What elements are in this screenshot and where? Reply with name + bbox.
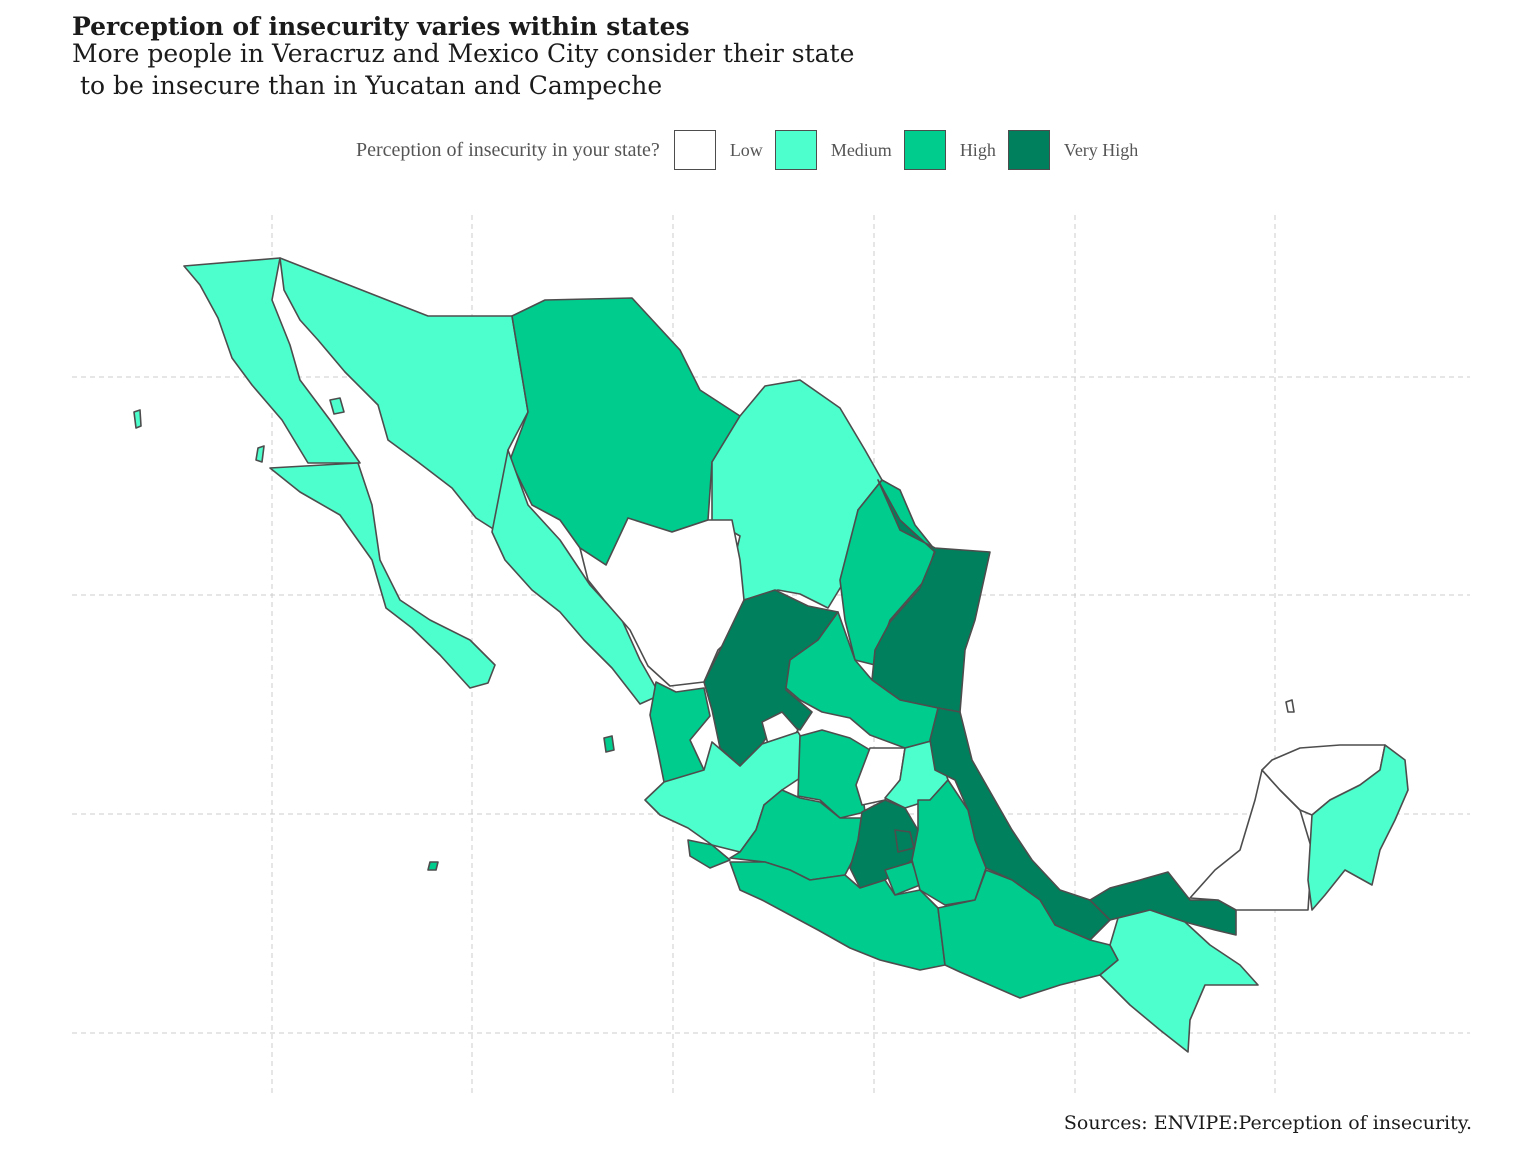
state-chiapas bbox=[1099, 909, 1259, 1053]
state-colima bbox=[687, 839, 731, 869]
legend-label-low: Low bbox=[729, 139, 763, 160]
legend-label-very-high: Very High bbox=[1063, 139, 1139, 160]
island-revillagigedo bbox=[427, 861, 439, 871]
legend-item-medium: Medium bbox=[774, 130, 892, 170]
legend-swatch-very-high bbox=[1007, 130, 1050, 170]
island-arrecife bbox=[1285, 699, 1295, 713]
legend-item-low: Low bbox=[673, 130, 763, 170]
legend-label-high: High bbox=[959, 139, 996, 160]
caption: Sources: ENVIPE:Perception of insecurity… bbox=[1063, 1112, 1472, 1134]
legend-swatch-low bbox=[673, 130, 716, 170]
state-baja-california-sur bbox=[269, 462, 496, 689]
chart-subtitle: More people in Veracruz and Mexico City … bbox=[72, 39, 855, 100]
legend-swatch-medium bbox=[774, 130, 817, 170]
island-angel bbox=[329, 397, 345, 415]
state-shapes bbox=[133, 257, 1409, 1053]
legend: Perception of insecurity in your state? … bbox=[356, 128, 1150, 172]
state-quintana-roo bbox=[1307, 744, 1409, 911]
state-zacatecas bbox=[703, 589, 839, 767]
state-nayarit bbox=[649, 681, 711, 783]
island-cedros bbox=[255, 445, 265, 463]
island-marias bbox=[603, 735, 615, 753]
state-baja-california bbox=[183, 257, 361, 464]
chart-title: Perception of insecurity varies within s… bbox=[72, 12, 690, 41]
legend-label-medium: Medium bbox=[830, 139, 892, 160]
legend-title: Perception of insecurity in your state? bbox=[356, 138, 660, 161]
state-sinaloa bbox=[491, 449, 661, 705]
state-san-luis-potosi bbox=[785, 611, 939, 749]
legend-item-high: High bbox=[903, 130, 996, 170]
legend-swatch-high bbox=[903, 130, 946, 170]
island-guadalupe bbox=[133, 409, 142, 429]
legend-item-very-high: Very High bbox=[1007, 130, 1139, 170]
